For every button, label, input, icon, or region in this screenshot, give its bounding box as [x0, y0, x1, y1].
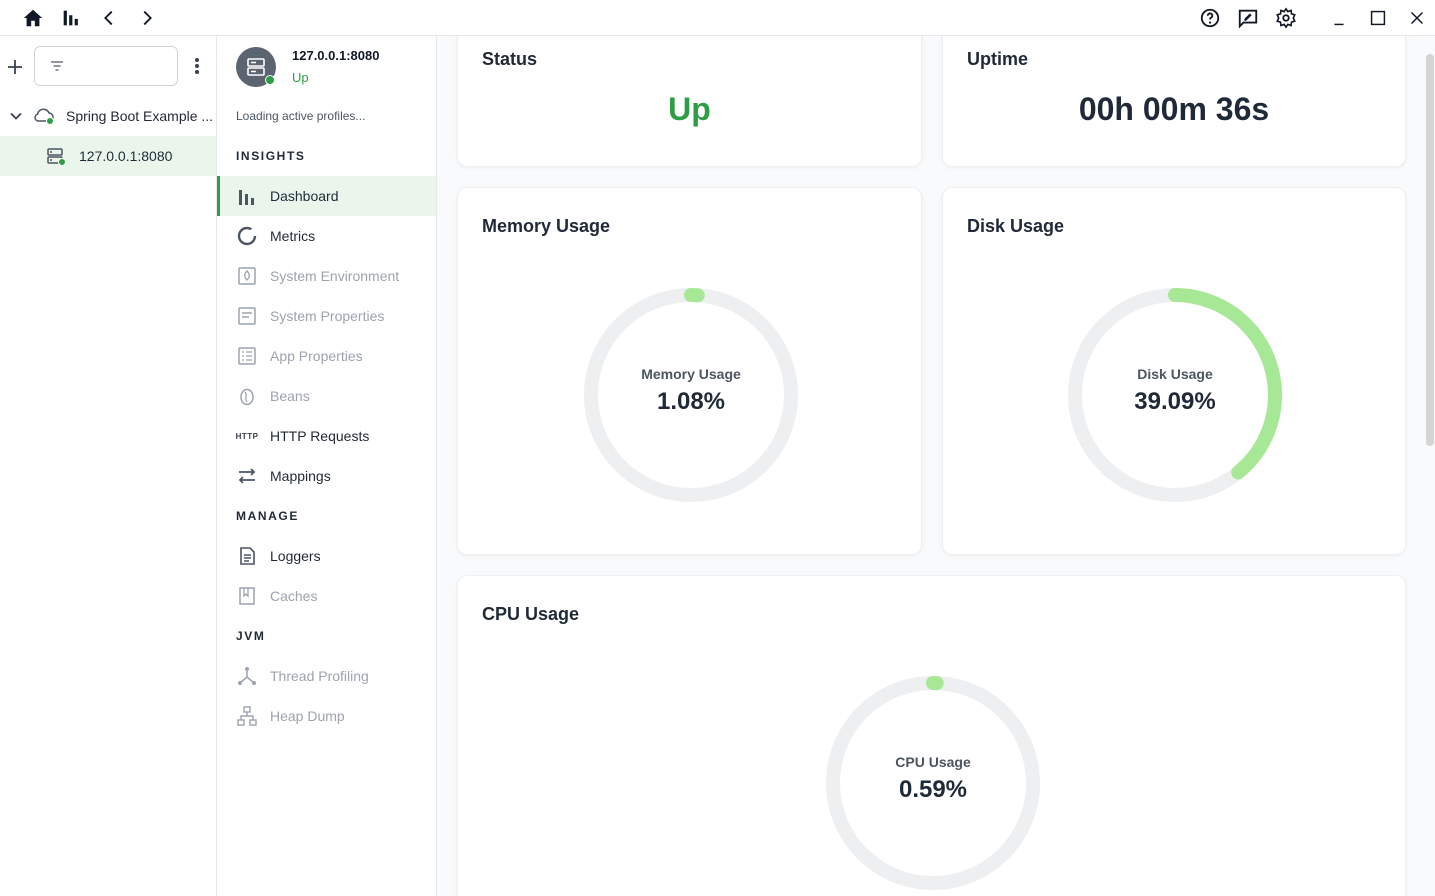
gauge-fill — [826, 676, 1040, 890]
section-jvm: JVM — [236, 629, 266, 643]
environment-icon — [236, 265, 258, 287]
add-icon[interactable] — [4, 56, 26, 78]
memory-usage-card: Memory Usage Memory Usage 1.08% — [457, 187, 922, 555]
instance-header: 127.0.0.1:8080 Up — [235, 46, 435, 90]
minimize-icon[interactable] — [1325, 4, 1353, 32]
memory-gauge: Memory Usage 1.08% — [576, 280, 806, 510]
application-name: Spring Boot Example ... — [66, 108, 214, 124]
document-icon — [236, 545, 258, 567]
home-icon[interactable] — [19, 4, 47, 32]
swap-arrows-icon — [236, 465, 258, 487]
nav-item-mappings[interactable]: Mappings — [217, 456, 436, 496]
bar-chart-icon[interactable] — [57, 4, 85, 32]
nav-item-metrics[interactable]: Metrics — [217, 216, 436, 256]
nav-item-system-properties[interactable]: System Properties — [217, 296, 436, 336]
cpu-usage-card: CPU Usage CPU Usage 0.59% — [457, 575, 1406, 896]
back-icon[interactable] — [95, 4, 123, 32]
settings-icon[interactable] — [1272, 4, 1300, 32]
instance-title: 127.0.0.1:8080 — [292, 48, 380, 63]
instance-status: Up — [292, 70, 309, 85]
application-tree: Spring Boot Example ... 127.0.0.1:8080 — [0, 36, 217, 896]
gauge-value: 39.09% — [1134, 388, 1216, 415]
gauge-value: 1.08% — [656, 388, 726, 415]
forward-icon[interactable] — [133, 4, 161, 32]
status-value: Up — [668, 91, 711, 127]
list-icon — [236, 345, 258, 367]
gauge-label: Memory Usage — [641, 366, 741, 382]
section-manage: MANAGE — [236, 509, 299, 523]
card-title: CPU Usage — [482, 604, 580, 624]
gauge-label: Disk Usage — [1137, 366, 1213, 382]
cpu-gauge-ring — [826, 676, 1040, 890]
bar-chart-icon — [236, 185, 258, 207]
disk-gauge: Disk Usage 39.09% — [1060, 280, 1290, 510]
instance-name: 127.0.0.1:8080 — [79, 148, 173, 164]
more-options-icon[interactable] — [188, 54, 206, 78]
chevron-down-icon[interactable] — [9, 109, 23, 126]
uptime-card: Uptime 00h 00m 36s — [942, 36, 1406, 167]
nav-item-thread-profiling[interactable]: Thread Profiling — [217, 656, 436, 696]
gauge-fill — [584, 288, 798, 502]
disk-usage-card: Disk Usage Disk Usage 39.09% — [942, 187, 1406, 555]
gauge-label: CPU Usage — [895, 754, 971, 770]
thread-icon — [236, 665, 258, 687]
status-dot — [265, 75, 275, 85]
bookmark-icon — [236, 585, 258, 607]
memory-gauge-ring — [584, 288, 798, 502]
section-insights: INSIGHTS — [236, 149, 306, 163]
title-bar — [0, 0, 1435, 36]
gauge-fill — [1068, 288, 1282, 502]
card-title: Disk Usage — [967, 216, 1065, 236]
gauge-value: 0.59% — [898, 776, 968, 803]
maximize-icon[interactable] — [1364, 4, 1392, 32]
card-title: Uptime — [967, 49, 1029, 69]
nav-item-dashboard[interactable]: Dashboard — [217, 176, 436, 216]
card-title: Memory Usage — [482, 216, 611, 236]
http-icon: HTTP — [235, 431, 259, 441]
hierarchy-icon — [236, 705, 258, 727]
card-title: Status — [482, 49, 538, 69]
nav-item-beans[interactable]: Beans — [217, 376, 436, 416]
cloud-icon — [32, 106, 54, 126]
filter-input[interactable] — [34, 46, 178, 86]
server-avatar-icon — [236, 47, 276, 87]
dashboard-content: Status Up Uptime 00h 00m 36s Memory Usag… — [437, 36, 1435, 896]
help-icon[interactable] — [1196, 4, 1224, 32]
bean-icon — [236, 385, 258, 407]
nav-item-http-requests[interactable]: HTTP HTTP Requests — [217, 416, 436, 456]
nav-item-caches[interactable]: Caches — [217, 576, 436, 616]
active-profiles: Loading active profiles... — [236, 109, 366, 123]
scrollbar-thumb[interactable] — [1426, 54, 1434, 446]
uptime-value: 00h 00m 36s — [1078, 91, 1270, 127]
nav-item-loggers[interactable]: Loggers — [217, 536, 436, 576]
properties-icon — [236, 305, 258, 327]
status-card: Status Up — [457, 36, 922, 167]
disk-gauge-ring — [1068, 288, 1282, 502]
cpu-gauge: CPU Usage 0.59% — [818, 668, 1048, 896]
instance-navigation: 127.0.0.1:8080 Up Loading active profile… — [217, 36, 437, 896]
filter-icon — [51, 61, 63, 71]
feedback-icon[interactable] — [1234, 4, 1262, 32]
nav-item-heap-dump[interactable]: Heap Dump — [217, 696, 436, 736]
tree-item-instance[interactable]: 127.0.0.1:8080 — [0, 136, 216, 176]
nav-item-system-environment[interactable]: System Environment — [217, 256, 436, 296]
nav-item-app-properties[interactable]: App Properties — [217, 336, 436, 376]
server-icon — [46, 147, 66, 167]
tree-item-application[interactable]: Spring Boot Example ... — [0, 96, 216, 136]
status-dot — [58, 158, 66, 166]
close-icon[interactable] — [1403, 4, 1431, 32]
donut-chart-icon — [236, 225, 258, 247]
status-dot — [46, 117, 54, 125]
